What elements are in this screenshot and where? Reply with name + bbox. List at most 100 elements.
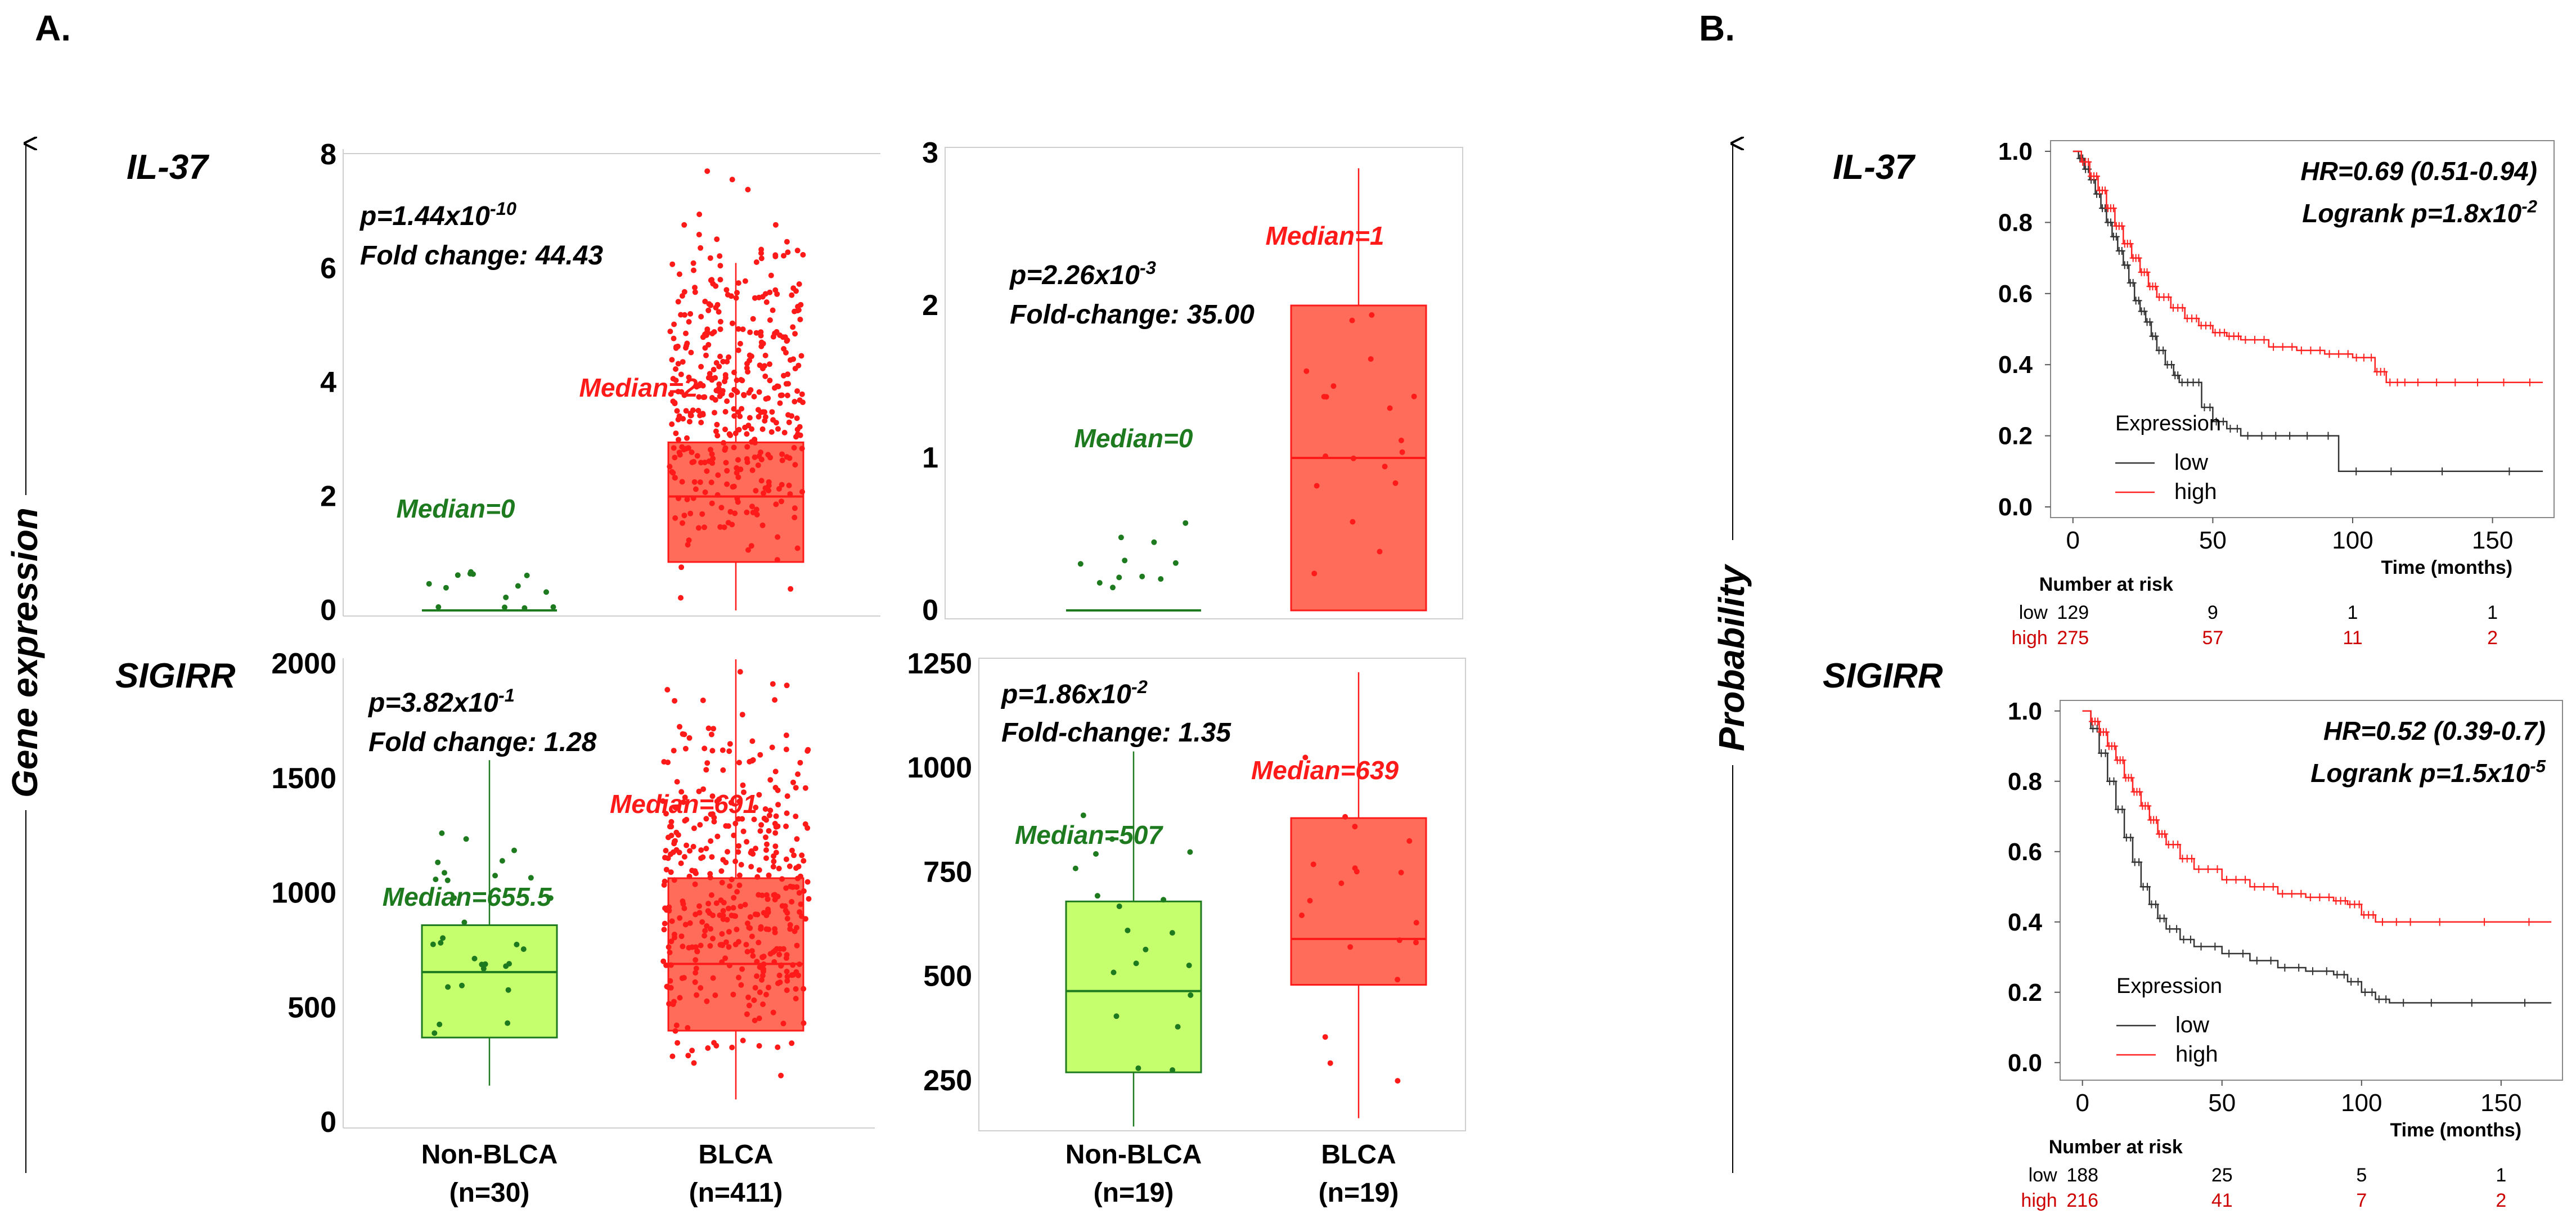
data-point xyxy=(738,982,744,988)
data-point xyxy=(1342,813,1348,820)
y-tick-label: 1.0 xyxy=(1998,138,2033,165)
data-point xyxy=(680,901,686,907)
data-point xyxy=(702,298,708,304)
data-point xyxy=(662,855,668,861)
data-point xyxy=(705,1045,711,1051)
data-point xyxy=(762,291,768,297)
data-point xyxy=(756,792,762,798)
y-tick-label: 0.0 xyxy=(2008,1049,2042,1077)
y-tick-label: 0 xyxy=(320,1106,336,1139)
data-point xyxy=(758,255,765,262)
data-point xyxy=(729,1044,735,1050)
data-point xyxy=(684,435,690,441)
data-point xyxy=(716,309,722,315)
data-point xyxy=(738,904,744,910)
data-point xyxy=(1369,312,1375,318)
data-point xyxy=(550,604,556,610)
data-point xyxy=(779,457,785,464)
data-point xyxy=(660,798,666,804)
data-point xyxy=(520,946,527,952)
data-point xyxy=(663,848,669,853)
data-point xyxy=(702,745,708,752)
data-point xyxy=(734,290,740,296)
data-point xyxy=(758,926,764,932)
censor-mark xyxy=(2223,875,2231,884)
data-point xyxy=(772,843,779,850)
y-tick-label: 500 xyxy=(923,960,972,993)
data-point xyxy=(666,1001,672,1007)
data-point xyxy=(687,510,694,516)
data-point xyxy=(709,500,715,506)
censor-mark xyxy=(2174,841,2182,849)
data-point xyxy=(778,1072,784,1078)
gene-label-sigirr-b: SIGIRR xyxy=(1823,657,1943,695)
data-point xyxy=(482,961,488,967)
data-point xyxy=(739,712,745,718)
data-point xyxy=(699,511,705,517)
data-point xyxy=(727,509,734,515)
data-point xyxy=(802,821,808,827)
data-point xyxy=(672,399,678,406)
data-point xyxy=(782,903,788,909)
censor-mark xyxy=(2272,432,2280,440)
data-point xyxy=(720,358,726,365)
censor-mark xyxy=(2307,893,2314,901)
data-point xyxy=(712,397,718,403)
censor-mark xyxy=(2506,467,2513,475)
data-point xyxy=(1188,992,1194,998)
data-point xyxy=(677,995,683,1001)
data-point xyxy=(737,669,743,675)
data-point xyxy=(758,246,765,253)
data-point xyxy=(426,581,432,587)
data-point xyxy=(1396,937,1402,943)
data-point xyxy=(775,802,781,808)
data-point xyxy=(708,838,714,844)
data-point xyxy=(757,752,763,758)
data-point xyxy=(673,829,680,835)
censor-mark xyxy=(2136,858,2143,866)
censor-mark xyxy=(2226,950,2233,958)
data-point xyxy=(724,468,730,474)
data-point xyxy=(717,263,723,269)
censor-mark xyxy=(2094,717,2101,726)
risk-value: 275 xyxy=(2057,627,2089,649)
data-point xyxy=(749,933,755,940)
data-point xyxy=(720,916,726,922)
box xyxy=(421,924,558,1039)
data-point xyxy=(797,759,803,766)
data-point xyxy=(731,444,737,451)
data-point xyxy=(773,813,779,819)
data-point xyxy=(775,384,781,389)
risk-value: 1 xyxy=(2487,602,2498,623)
data-point xyxy=(784,978,790,984)
data-point xyxy=(1395,1078,1401,1084)
data-point xyxy=(784,987,790,994)
data-point xyxy=(1096,580,1103,586)
data-point xyxy=(741,789,747,795)
x-tick-label: 100 xyxy=(2341,1089,2382,1117)
data-point xyxy=(781,430,788,435)
data-point xyxy=(749,467,756,473)
data-point xyxy=(761,961,767,967)
y-tick-label: 0.4 xyxy=(1998,351,2033,379)
data-point xyxy=(1338,880,1345,886)
data-point xyxy=(522,605,528,611)
censor-mark xyxy=(2375,995,2382,1004)
data-point xyxy=(1399,449,1405,455)
data-point xyxy=(741,392,747,398)
data-point xyxy=(665,759,671,766)
data-point xyxy=(726,431,732,437)
censor-mark xyxy=(2124,261,2131,269)
censor-mark xyxy=(2335,350,2343,358)
censor-mark xyxy=(2316,893,2323,901)
data-point xyxy=(801,888,807,894)
censor-mark xyxy=(2085,158,2092,166)
data-point xyxy=(1170,1067,1176,1073)
group-blca: Median=639 xyxy=(1251,672,1427,1118)
data-point xyxy=(683,408,689,414)
data-point xyxy=(749,738,756,744)
data-point xyxy=(678,789,685,795)
points xyxy=(1077,520,1189,591)
data-point xyxy=(713,388,720,394)
censor-mark xyxy=(2153,816,2160,824)
